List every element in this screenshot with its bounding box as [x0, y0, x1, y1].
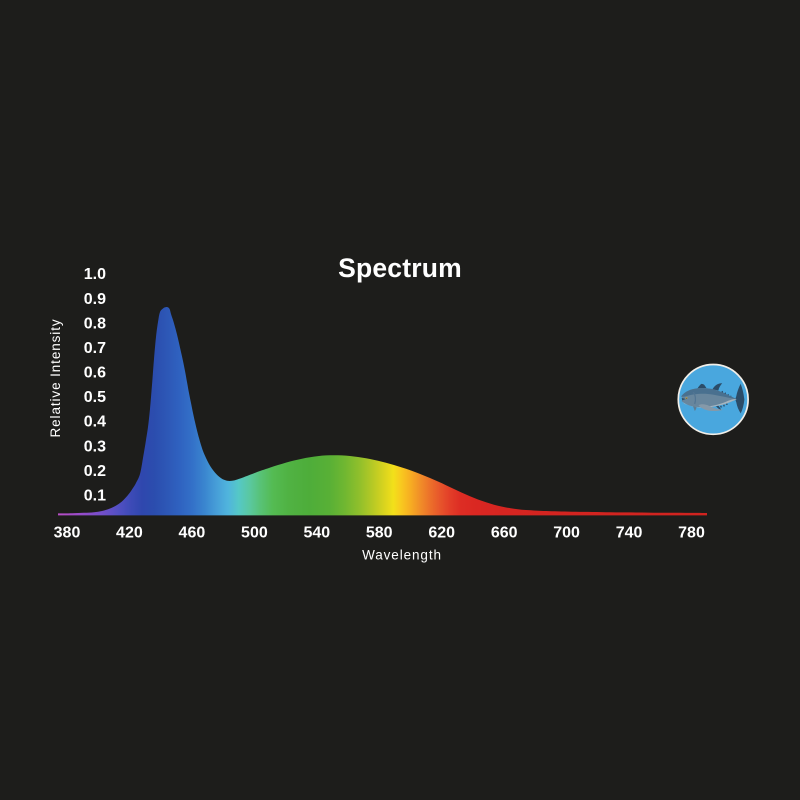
svg-text:Relative Intensity: Relative Intensity	[48, 319, 63, 438]
svg-text:0.5: 0.5	[84, 389, 106, 406]
svg-text:0.4: 0.4	[84, 414, 106, 431]
svg-text:700: 700	[553, 525, 580, 542]
svg-text:Spectrum: Spectrum	[338, 253, 462, 283]
svg-text:540: 540	[303, 525, 330, 542]
svg-text:0.6: 0.6	[84, 365, 106, 382]
svg-text:1.0: 1.0	[84, 266, 106, 283]
svg-text:420: 420	[116, 525, 143, 542]
svg-text:500: 500	[241, 525, 268, 542]
svg-text:780: 780	[678, 525, 705, 542]
svg-text:0.7: 0.7	[84, 340, 106, 357]
svg-text:460: 460	[179, 525, 206, 542]
svg-text:Wavelength: Wavelength	[362, 548, 442, 563]
svg-text:620: 620	[428, 525, 455, 542]
svg-text:0.8: 0.8	[84, 315, 106, 332]
svg-text:380: 380	[54, 525, 81, 542]
svg-text:0.9: 0.9	[84, 291, 106, 308]
svg-text:660: 660	[491, 525, 518, 542]
svg-text:740: 740	[616, 525, 643, 542]
svg-text:0.3: 0.3	[84, 438, 106, 455]
svg-text:0.1: 0.1	[84, 487, 106, 504]
svg-text:580: 580	[366, 525, 393, 542]
svg-text:0.2: 0.2	[84, 463, 106, 480]
